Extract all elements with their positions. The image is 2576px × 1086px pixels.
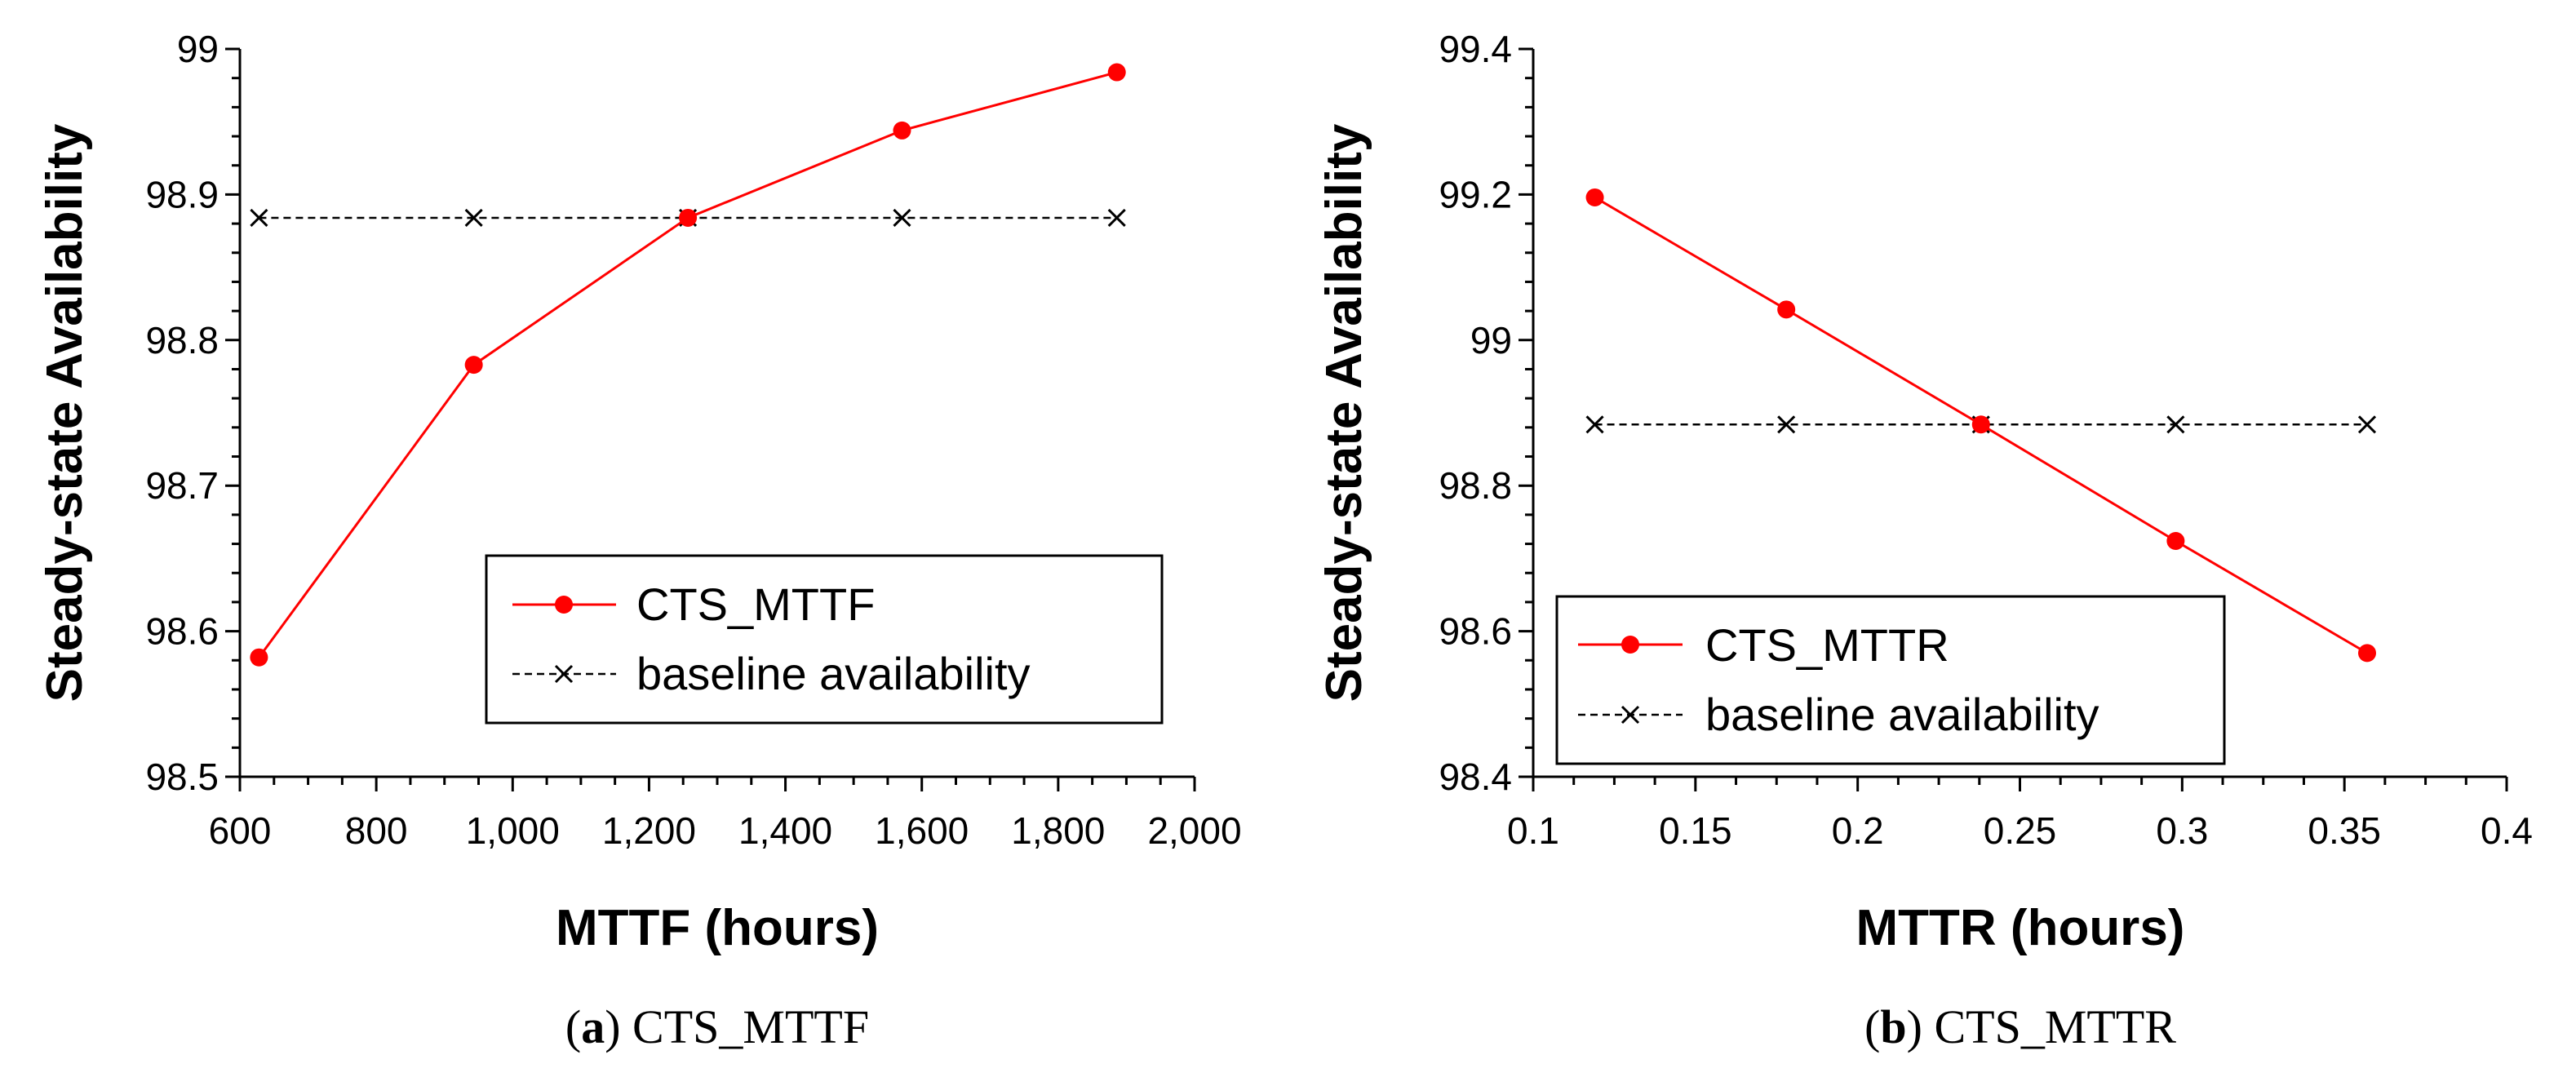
panel-a-x-tick-label: 1,800 xyxy=(1011,809,1105,852)
panel-a-x-tick-label: 1,400 xyxy=(738,809,832,852)
panel-a-series-1-point xyxy=(893,121,911,140)
panel-a-chart: 98.5 98.6 98.7 98.8 98.9 99 600 800 1,000 1,200 1… xyxy=(37,28,1242,1053)
panel-a-x-tick-label: 1,200 xyxy=(602,809,696,852)
panel-b-legend-box xyxy=(1555,595,2226,765)
panel-b-legend: CTS_MTTR baseline availability xyxy=(1555,595,2226,765)
panel-a-series-1-point xyxy=(250,648,268,667)
panel-a-y-tick-label: 98.7 xyxy=(145,464,219,507)
panel-a-y-tick-label: 98.5 xyxy=(145,756,219,798)
panel-a-caption: (a) CTS_MTTF xyxy=(565,1000,869,1053)
panel-a-series-1-point xyxy=(1107,63,1126,82)
panel-b-series-1-point xyxy=(1585,188,1604,206)
panel-b-x-tick-label: 0.4 xyxy=(2481,809,2533,852)
panel-a-legend-series-2-marker xyxy=(554,664,574,684)
panel-b-y-axis: 98.4 98.6 98.8 99 99.2 99.4 xyxy=(1439,28,1533,798)
panel-a-legend-series-1-label: CTS_MTTF xyxy=(636,578,875,630)
panel-b-series-1-point xyxy=(1777,300,1796,319)
panel-b-x-tick-label: 0.35 xyxy=(2308,809,2381,852)
panel-b-y-tick-label: 98.6 xyxy=(1439,610,1512,653)
panel-a-series-2-point xyxy=(250,208,268,228)
panel-b-series-2-point xyxy=(1777,415,1796,434)
panel-b-legend-series-1-label: CTS_MTTR xyxy=(1705,619,1949,671)
panel-a-x-tick-label: 600 xyxy=(209,809,272,852)
panel-b-y-tick-label: 99.4 xyxy=(1439,28,1512,70)
panel-a-series-2-point xyxy=(464,208,483,228)
panel-b-x-tick-label: 0.15 xyxy=(1659,809,1732,852)
panel-a-y-tick-label: 98.9 xyxy=(145,173,219,215)
panel-b-legend-series-1-marker xyxy=(1621,636,1639,654)
panel-b-series-1-point xyxy=(1971,415,1990,434)
panel-b-y-tick-label: 98.8 xyxy=(1439,464,1512,507)
panel-a-y-tick-label: 98.8 xyxy=(145,319,219,361)
panel-b-x-tick-label: 0.3 xyxy=(2156,809,2208,852)
panel-a-x-axis: 600 800 1,000 1,200 1,400 1,600 1,800 2,000 xyxy=(209,777,1242,852)
panel-b-caption-title: CTS_MTTR xyxy=(1934,1000,2176,1053)
panel-a-series-1-point xyxy=(464,356,483,375)
panel-a-series-2-point xyxy=(1107,208,1126,228)
panel-a-series-1-point xyxy=(679,208,698,227)
panel-b-caption-letter: b xyxy=(1880,1000,1906,1053)
panel-b-x-axis-title: MTTR (hours) xyxy=(1856,900,2185,956)
panel-a-legend-series-2-label: baseline availability xyxy=(636,648,1031,699)
panel-b-caption: (b) CTS_MTTR xyxy=(1864,1000,2176,1053)
panel-a-x-tick-label: 2,000 xyxy=(1147,809,1241,852)
panel-b-series-1-point xyxy=(2166,531,2185,550)
panel-a-series xyxy=(250,63,1126,667)
panel-a-x-axis-title: MTTF (hours) xyxy=(556,900,879,956)
panel-b-series-2-point xyxy=(2357,415,2377,434)
panel-a-series-2-point xyxy=(893,208,911,228)
panel-b-chart: 98.4 98.6 98.8 99 99.2 99.4 0.1 0.15 0.2 0.25 0.3… xyxy=(1316,28,2533,1053)
panel-b-x-tick-label: 0.1 xyxy=(1507,809,1559,852)
panel-b-series-1-point xyxy=(2358,644,2377,663)
panel-b-legend-series-2-label: baseline availability xyxy=(1705,689,2099,740)
panel-a-legend: CTS_MTTF baseline availability xyxy=(485,554,1164,725)
panel-a-legend-box xyxy=(485,554,1164,725)
panel-b-y-tick-label: 99.2 xyxy=(1439,173,1512,215)
panel-a-x-tick-label: 800 xyxy=(345,809,408,852)
panel-a-x-tick-label: 1,600 xyxy=(875,809,969,852)
panel-b-x-tick-label: 0.2 xyxy=(1832,809,1884,852)
panel-a-y-tick-label: 99 xyxy=(177,28,219,70)
panel-a-y-axis-title: Steady-state Availability xyxy=(37,123,93,702)
panel-a-legend-series-1-marker xyxy=(555,596,573,614)
panel-a-y-tick-label: 98.6 xyxy=(145,610,219,653)
panel-b-series xyxy=(1585,188,2377,663)
panel-a-x-tick-label: 1,000 xyxy=(466,809,560,852)
panel-b-x-axis: 0.1 0.15 0.2 0.25 0.3 0.35 0.4 xyxy=(1507,777,2533,852)
panel-b-series-2-point xyxy=(1585,415,1604,434)
panel-b-y-tick-label: 98.4 xyxy=(1439,756,1512,798)
panel-a-y-axis: 98.5 98.6 98.7 98.8 98.9 99 xyxy=(145,28,240,798)
panel-a-caption-letter: a xyxy=(581,1000,605,1053)
panel-b-y-tick-label: 99 xyxy=(1470,319,1512,361)
panel-b-series-2-point xyxy=(2166,415,2185,434)
panel-a-caption-title: CTS_MTTF xyxy=(632,1000,869,1053)
panel-b-legend-series-2-marker xyxy=(1621,705,1640,725)
panel-b-y-axis-title: Steady-state Availability xyxy=(1316,123,1372,702)
panel-b-x-tick-label: 0.25 xyxy=(1984,809,2057,852)
